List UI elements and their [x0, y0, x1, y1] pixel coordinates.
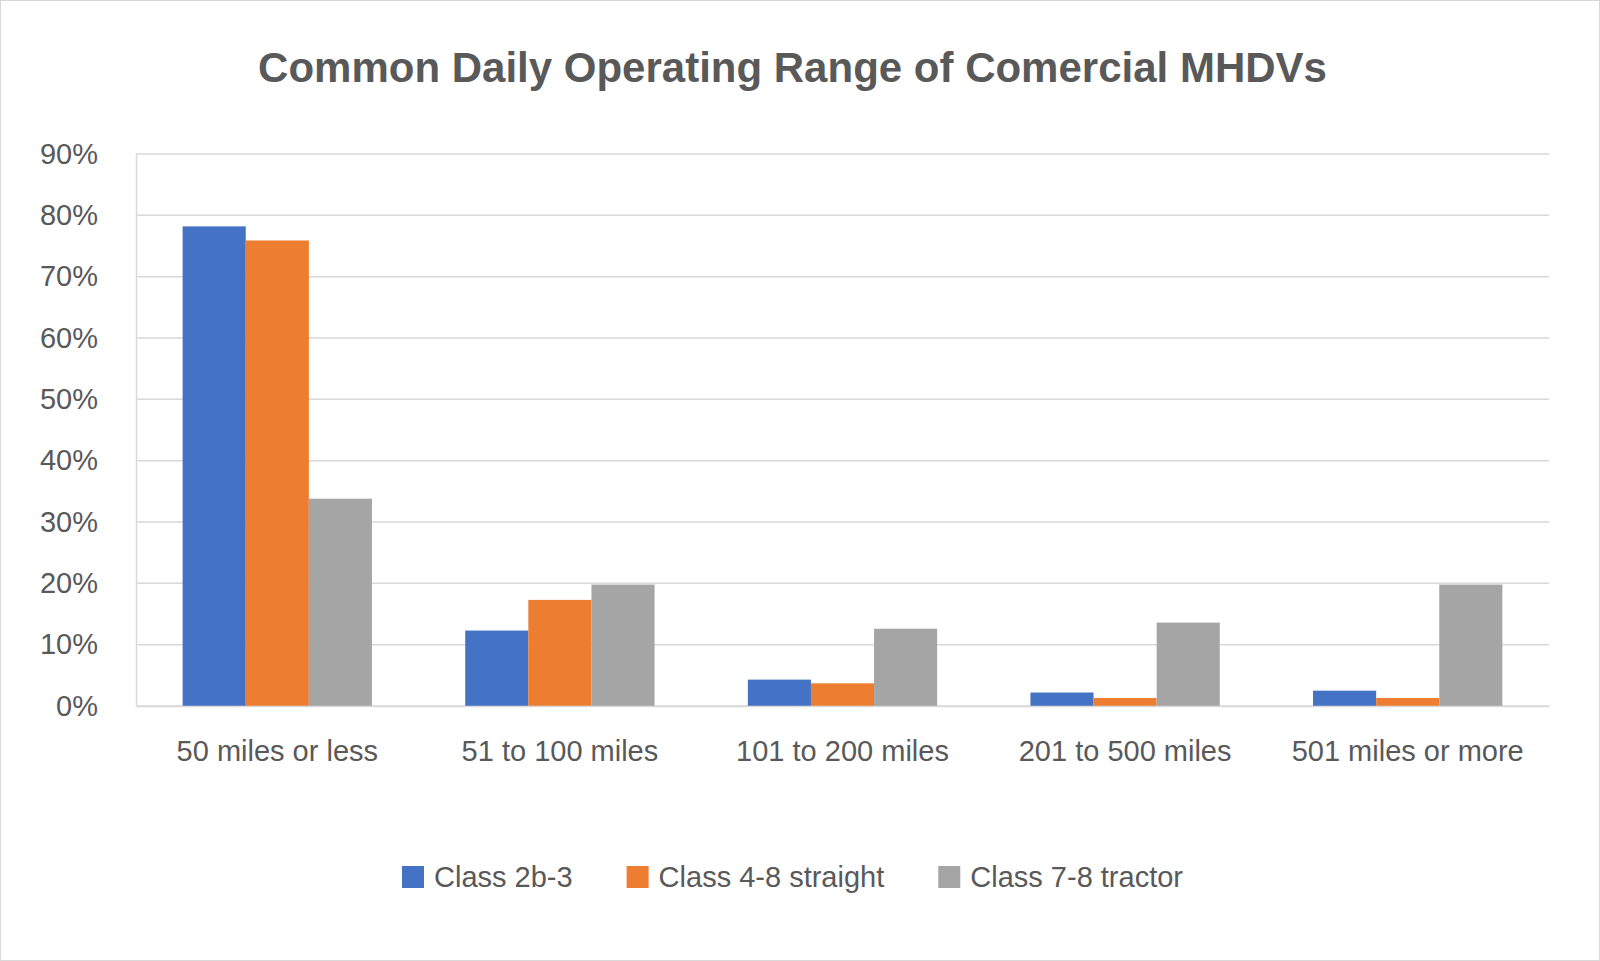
grid-line	[136, 399, 1549, 401]
tick-label: 50 miles or less	[177, 735, 378, 767]
grid	[136, 154, 1549, 706]
bar	[1094, 698, 1157, 706]
legend-item: Class 7-8 tractor	[938, 861, 1183, 893]
legend: Class 2b-3 Class 4-8 straight Class 7-8 tr…	[402, 861, 1183, 893]
legend-swatch	[402, 866, 424, 888]
tick-label: 50%	[40, 383, 98, 415]
tick-label: 90%	[40, 138, 98, 170]
bar	[1157, 623, 1220, 706]
tick: 40%	[40, 444, 136, 476]
bar	[591, 585, 654, 706]
tick: 30%	[40, 506, 136, 538]
bar	[183, 226, 246, 706]
tick: 70%	[40, 260, 136, 292]
legend-swatch	[627, 866, 649, 888]
bar	[1376, 698, 1439, 706]
tick-label: 80%	[40, 199, 98, 231]
grid-line	[136, 215, 1549, 217]
bar	[309, 499, 372, 706]
tick: 51 to 100 miles	[462, 706, 659, 767]
tick-label: 501 miles or more	[1292, 735, 1524, 767]
chart: Common Daily Operating Range of Comercia…	[0, 0, 1600, 961]
tick-label: 60%	[40, 322, 98, 354]
tick: 50 miles or less	[177, 706, 378, 767]
tick: 501 miles or more	[1292, 706, 1524, 767]
grid-line	[136, 337, 1549, 339]
tick: 0%	[56, 690, 136, 722]
bar	[748, 680, 811, 706]
tick: 201 to 500 miles	[1019, 706, 1232, 767]
tick: 101 to 200 miles	[736, 706, 949, 767]
tick: 20%	[40, 567, 136, 599]
grid-line	[136, 460, 1549, 462]
series	[183, 226, 1377, 706]
tick-label: 30%	[40, 506, 98, 538]
tick-label: 0%	[56, 690, 98, 722]
y-axis: 0% 10% 20% 30% 40% 50% 60% 70% 80% 90%	[40, 138, 137, 722]
bars	[183, 226, 1503, 706]
tick: 90%	[40, 138, 136, 170]
tick-label: 40%	[40, 444, 98, 476]
tick-label: 201 to 500 miles	[1019, 735, 1232, 767]
x-axis: 50 miles or less 51 to 100 miles 101 to 20…	[137, 706, 1550, 767]
series	[246, 240, 1440, 706]
tick-label: 10%	[40, 628, 98, 660]
tick-label: 70%	[40, 260, 98, 292]
legend-swatch	[938, 866, 960, 888]
bar	[1439, 585, 1502, 706]
tick-label: 20%	[40, 567, 98, 599]
series	[309, 499, 1503, 706]
legend-item: Class 4-8 straight	[627, 861, 885, 893]
title: Common Daily Operating Range of Comercia…	[258, 44, 1327, 91]
bar	[465, 631, 528, 706]
grid-line	[136, 276, 1549, 278]
tick-label: 51 to 100 miles	[462, 735, 659, 767]
grid-line	[136, 153, 1549, 155]
bar	[528, 600, 591, 706]
bar	[874, 629, 937, 706]
tick: 60%	[40, 322, 136, 354]
background	[1, 1, 1600, 961]
legend-label: Class 2b-3	[434, 861, 573, 893]
bar	[246, 240, 309, 706]
legend-item: Class 2b-3	[402, 861, 573, 893]
tick-label: 101 to 200 miles	[736, 735, 949, 767]
axis-line	[136, 155, 138, 707]
legend-label: Class 7-8 tractor	[970, 861, 1183, 893]
bar	[1030, 693, 1093, 706]
legend-label: Class 4-8 straight	[659, 861, 885, 893]
tick: 80%	[40, 199, 136, 231]
bar	[1313, 691, 1376, 706]
tick: 50%	[40, 383, 136, 415]
tick: 10%	[40, 628, 136, 660]
axis-line	[137, 706, 1550, 708]
bar	[811, 683, 874, 706]
